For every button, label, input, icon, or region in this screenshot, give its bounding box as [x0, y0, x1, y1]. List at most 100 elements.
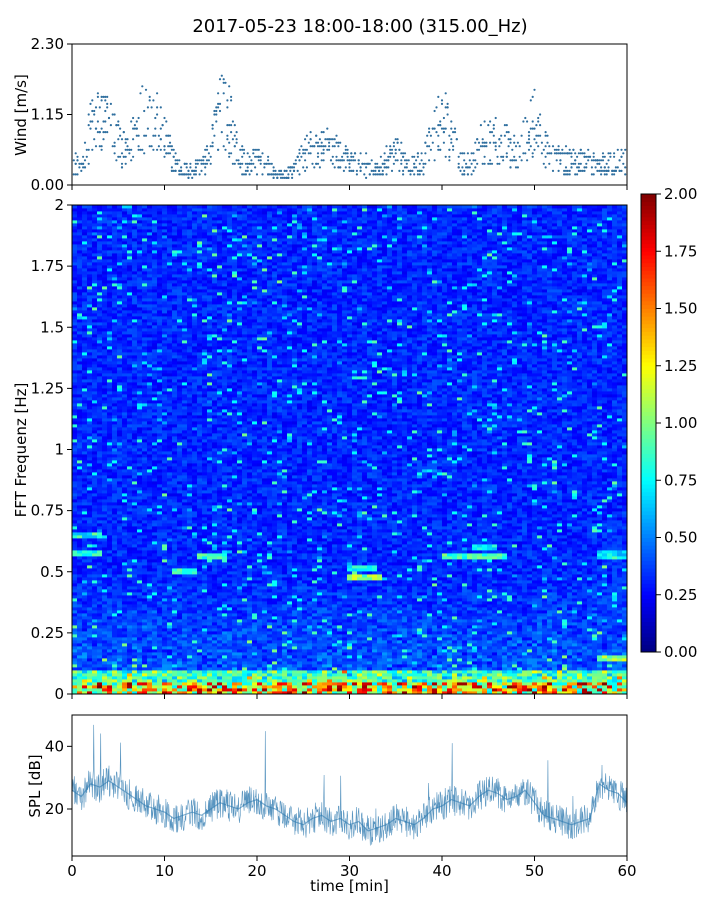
spectrogram-cell: [112, 598, 118, 602]
spectrogram-cell: [267, 586, 273, 590]
spectrogram-cell: [462, 622, 468, 626]
spectrogram-cell: [127, 652, 133, 656]
spectrogram-cell: [247, 664, 253, 668]
spectrogram-cell: [507, 658, 513, 662]
spectrogram-cell: [397, 595, 403, 599]
spectrogram-cell: [582, 607, 588, 611]
spectrogram-cell: [462, 625, 468, 629]
spectrogram-cell: [382, 691, 388, 695]
spectrogram-cell: [372, 631, 378, 635]
spectrogram-cell: [487, 664, 493, 668]
spectrogram-cell: [527, 664, 533, 668]
spectrogram-cell: [242, 649, 248, 653]
spectrogram-cell: [277, 610, 283, 614]
spectrogram-cell: [362, 628, 368, 632]
spectrogram-cell: [287, 637, 293, 641]
wind-point: [204, 173, 207, 176]
spectrogram-cell: [132, 586, 138, 590]
wind-point: [117, 120, 120, 123]
spectrogram-cell: [192, 589, 198, 593]
spectrogram-cell: [347, 628, 353, 632]
spectrogram-cell: [227, 586, 233, 590]
spectrogram-cell: [162, 631, 168, 635]
spectrogram-cell: [522, 691, 528, 695]
spectrogram-cell: [517, 661, 523, 665]
spectrogram-cell: [117, 595, 123, 599]
spectrogram-cell: [577, 658, 583, 662]
spectrogram-cell: [237, 679, 243, 683]
spectrogram-cell: [407, 640, 413, 644]
spectrogram-cell: [482, 610, 488, 614]
spectrogram-cell: [347, 676, 353, 680]
spectrogram-cell: [572, 640, 578, 644]
wind-point: [202, 155, 205, 158]
spectrogram-cell: [237, 673, 243, 677]
spectrogram-cell: [217, 643, 223, 647]
spectrogram-cell: [577, 688, 583, 692]
spectrogram-cell: [437, 667, 443, 671]
wind-point: [516, 141, 520, 144]
spectrogram-cell: [532, 610, 538, 614]
wind-point: [394, 148, 397, 151]
spectrogram-cell: [162, 652, 168, 656]
spectrogram-cell: [532, 613, 538, 617]
spectrogram-cell: [592, 628, 598, 632]
spectrogram-cell: [497, 664, 503, 668]
spectrogram-cell: [597, 661, 603, 665]
spectrogram-cell: [277, 604, 283, 608]
wind-point: [535, 124, 538, 127]
wind-point: [315, 134, 318, 137]
spectrogram-cell: [577, 676, 583, 680]
spectrogram-cell: [422, 634, 428, 638]
spectrogram-cell: [262, 655, 268, 659]
spectrogram-cell: [502, 685, 508, 689]
spectrogram-cell: [137, 655, 143, 659]
spectrogram-cell: [577, 655, 583, 659]
wind-point: [489, 159, 492, 162]
spectrogram-cell: [142, 643, 148, 647]
spectrogram-cell: [232, 661, 238, 665]
spectrogram-cell: [607, 670, 613, 674]
spectrogram-cell: [572, 646, 578, 650]
spectrogram-cell: [597, 592, 603, 596]
spectrogram-cell: [547, 634, 553, 638]
spectrogram-cell: [592, 682, 598, 686]
spectrogram-cell: [617, 664, 623, 668]
spectrogram-cell: [552, 601, 558, 605]
spectrogram-cell: [252, 610, 258, 614]
spectrogram-cell: [507, 625, 513, 629]
spectrogram-cell: [377, 661, 383, 665]
spectrogram-cell: [317, 637, 323, 641]
spectrogram-cell: [607, 622, 613, 626]
wind-point: [540, 141, 544, 144]
spectrogram-cell: [92, 625, 98, 629]
spectrogram-cell: [447, 652, 453, 656]
spectrogram-cell: [77, 607, 83, 611]
spectrogram-cell: [502, 619, 508, 623]
wind-point: [576, 155, 579, 158]
wind-point: [276, 173, 279, 176]
spectrogram-cell: [467, 691, 473, 695]
spectrogram-cell: [502, 649, 508, 653]
spectrogram-cell: [177, 622, 183, 626]
spectrogram-cell: [247, 670, 253, 674]
spectrogram-cell: [142, 613, 148, 617]
spectrogram-cell: [617, 592, 623, 596]
spectrogram-cell: [357, 634, 363, 638]
wind-point: [365, 166, 368, 169]
spectrogram-cell: [307, 652, 313, 656]
wind-point: [389, 148, 392, 151]
spectrogram-cell: [437, 595, 443, 599]
spectrogram-cell: [327, 676, 333, 680]
wind-point: [378, 173, 381, 176]
spectrogram-cell: [592, 613, 598, 617]
spectrogram-cell: [622, 628, 628, 632]
spectrogram-cell: [172, 652, 178, 656]
spectrogram-cell: [172, 598, 178, 602]
wind-point: [422, 166, 425, 169]
spectrogram-cell: [567, 607, 573, 611]
spectrogram-cell: [552, 628, 558, 632]
spectrogram-cell: [297, 667, 303, 671]
spectrogram-cell: [482, 658, 488, 662]
spectrogram-cell: [207, 679, 213, 683]
